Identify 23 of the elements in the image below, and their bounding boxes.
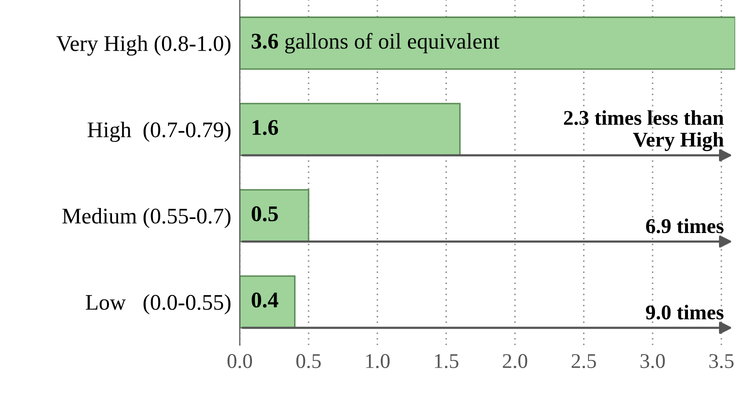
x-tick-label: 0.5: [296, 354, 321, 368]
x-tick-label: 1.0: [366, 354, 390, 368]
annotation: 9.0 times: [646, 304, 724, 320]
x-tick-label: 2.0: [502, 354, 528, 368]
x-tick-label: 2.5: [572, 354, 596, 368]
annotation: 6.9 times: [646, 218, 724, 234]
bar: [240, 275, 296, 329]
data-label: 3.6 gallons of oil equivalent: [252, 32, 500, 54]
bar: [240, 16, 736, 70]
x-tick-label: 0.0: [228, 354, 252, 368]
data-label: 0.4: [252, 292, 278, 308]
x-tick-label: 1.5: [434, 354, 458, 368]
bar: [240, 189, 310, 242]
bar: [240, 102, 461, 156]
data-label: 1.6: [252, 120, 278, 136]
y-tick-label: Medium (0.55-0.7): [62, 208, 230, 228]
x-tick-label: 3.5: [709, 354, 734, 368]
annotation: 2.3 times less than Very High: [564, 110, 724, 152]
y-tick-label: Low (0.0-0.55): [86, 294, 230, 314]
data-label: 0.5: [252, 206, 278, 222]
y-tick-label: Very High (0.8-1.0): [56, 35, 230, 56]
y-tick-label: High (0.7-0.79): [88, 122, 230, 142]
x-tick-label: 3.0: [640, 354, 665, 368]
